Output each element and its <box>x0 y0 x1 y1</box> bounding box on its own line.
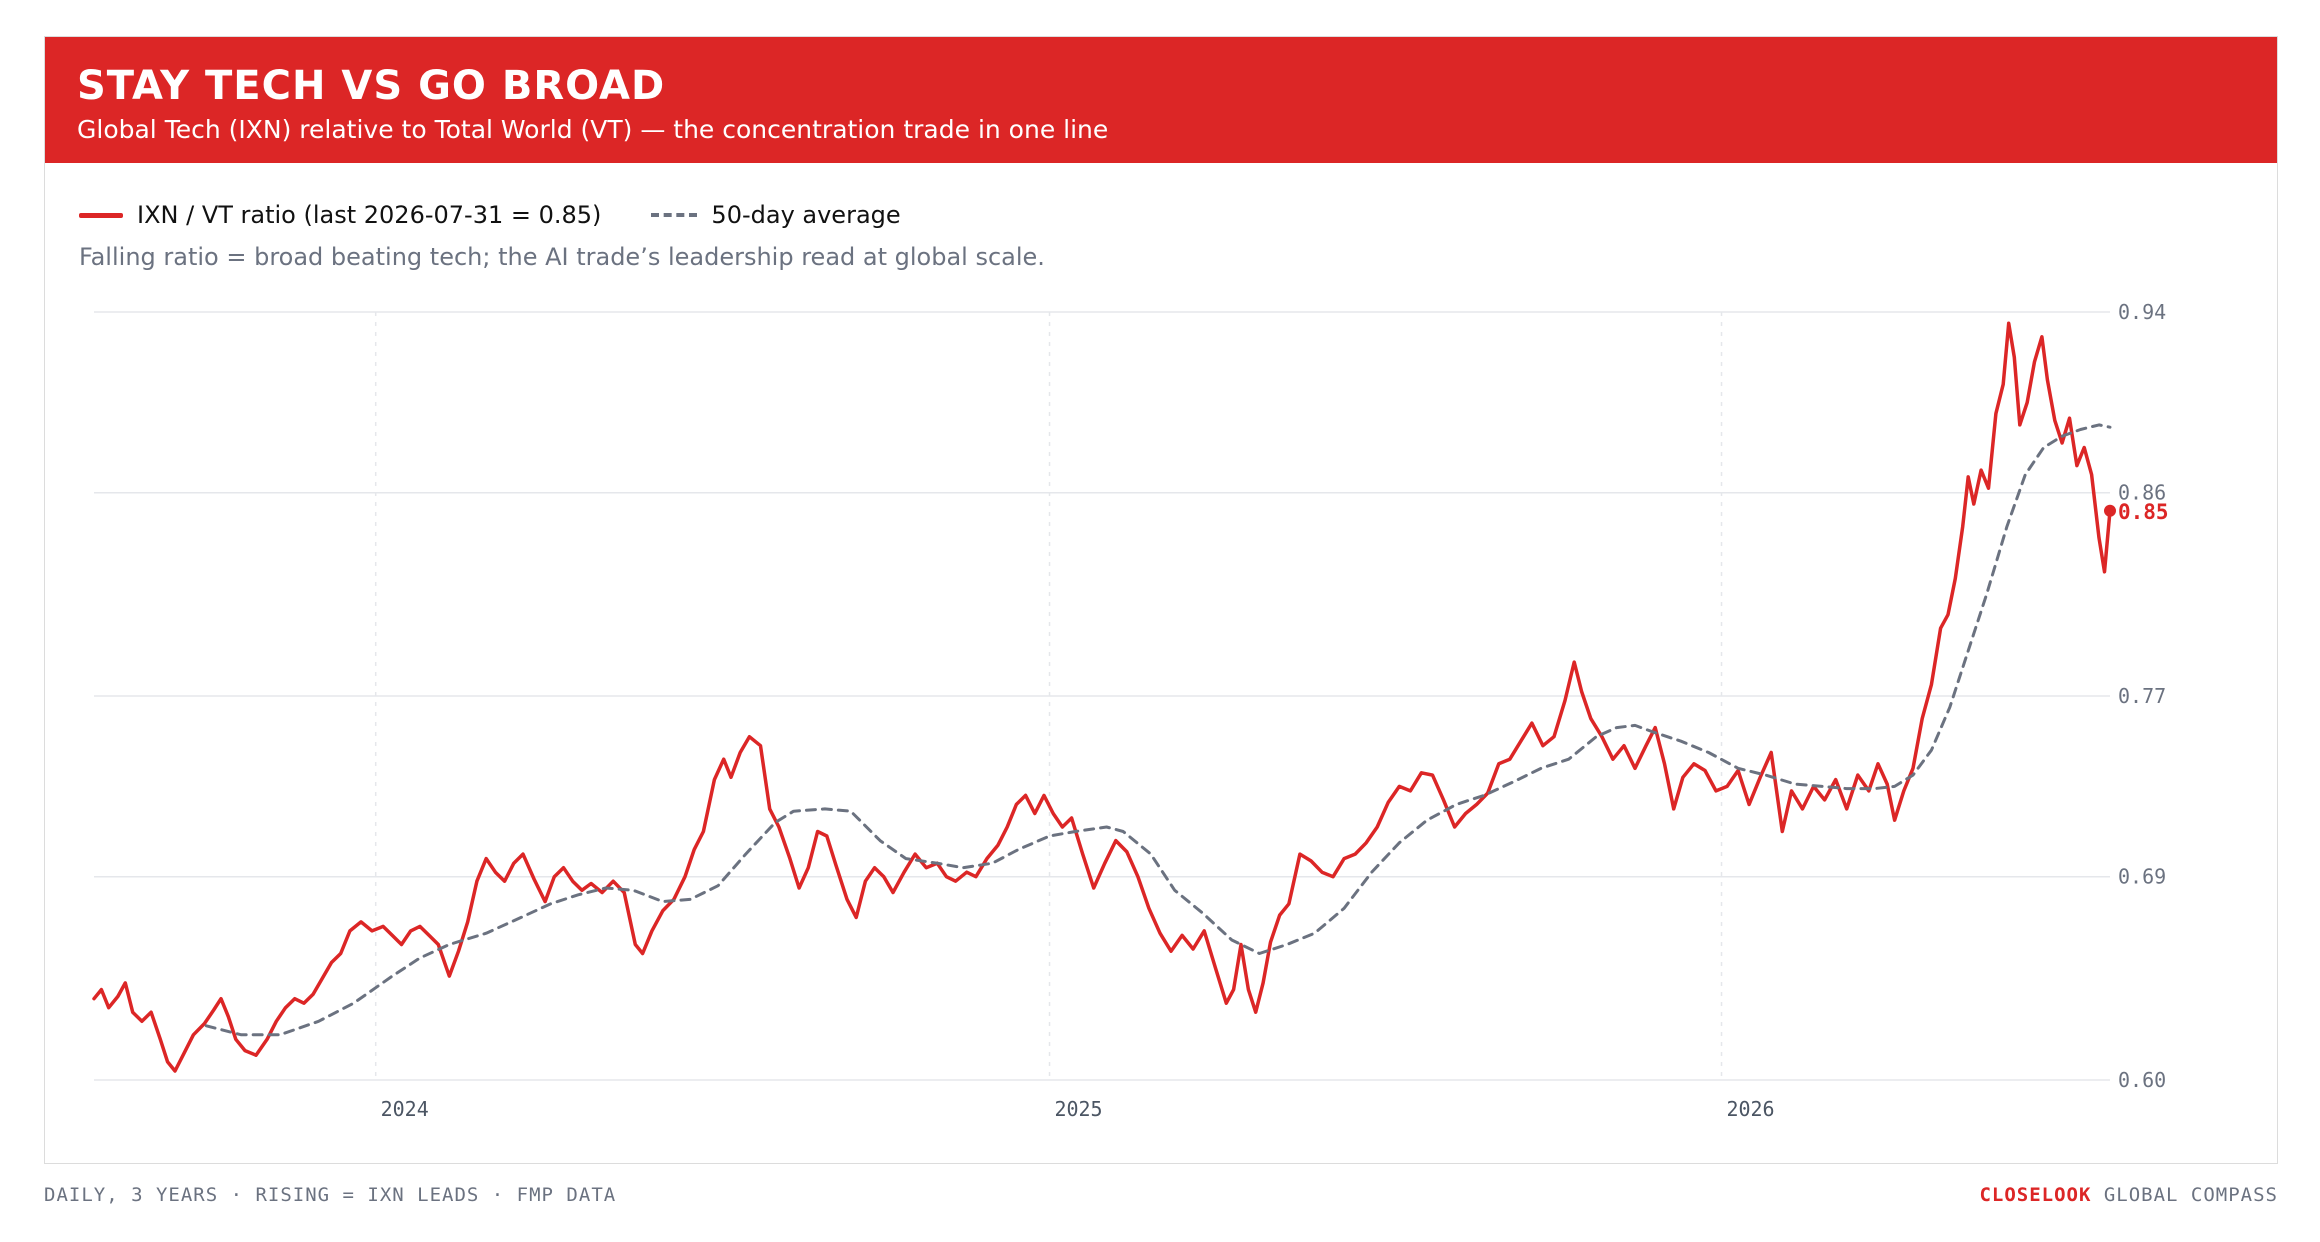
chart-subtitle: Global Tech (IXN) relative to Total Worl… <box>77 115 1109 144</box>
header-banner: STAY TECH VS GO BROAD Global Tech (IXN) … <box>45 37 2277 163</box>
legend: IXN / VT ratio (last 2026-07-31 = 0.85) … <box>79 197 901 233</box>
footer-source: DAILY, 3 YEARS · RISING = IXN LEADS · FM… <box>44 1184 617 1206</box>
y-tick-label: 0.77 <box>2118 684 2166 708</box>
brand-name: CLOSELOOK <box>1979 1184 2092 1206</box>
x-tick-label: 2025 <box>1054 1097 1102 1121</box>
footer-brand: CLOSELOOK GLOBAL COMPASS <box>1979 1184 2278 1206</box>
y-tick-label: 0.94 <box>2118 300 2166 324</box>
brand-tagline: GLOBAL COMPASS <box>2103 1184 2278 1206</box>
last-value-marker <box>2104 504 2116 517</box>
average-line <box>204 423 2112 1037</box>
x-tick-label: 2026 <box>1726 1097 1774 1121</box>
x-tick-label: 2024 <box>381 1097 429 1121</box>
y-tick-label: 0.86 <box>2118 481 2166 505</box>
y-tick-label: 0.69 <box>2118 865 2166 889</box>
chart-title: STAY TECH VS GO BROAD <box>77 63 666 109</box>
legend-ratio-swatch <box>79 212 123 218</box>
last-value-label: 0.85 <box>2118 500 2169 524</box>
legend-average-swatch <box>651 213 698 217</box>
chart-note: Falling ratio = broad beating tech; the … <box>79 243 1045 271</box>
y-tick-label: 0.60 <box>2118 1068 2166 1092</box>
legend-average-label: 50-day average <box>711 201 901 229</box>
legend-ratio-label: IXN / VT ratio (last 2026-07-31 = 0.85) <box>137 201 602 229</box>
chart-card: STAY TECH VS GO BROAD Global Tech (IXN) … <box>44 36 2278 1164</box>
ratio-line <box>92 321 2112 1073</box>
